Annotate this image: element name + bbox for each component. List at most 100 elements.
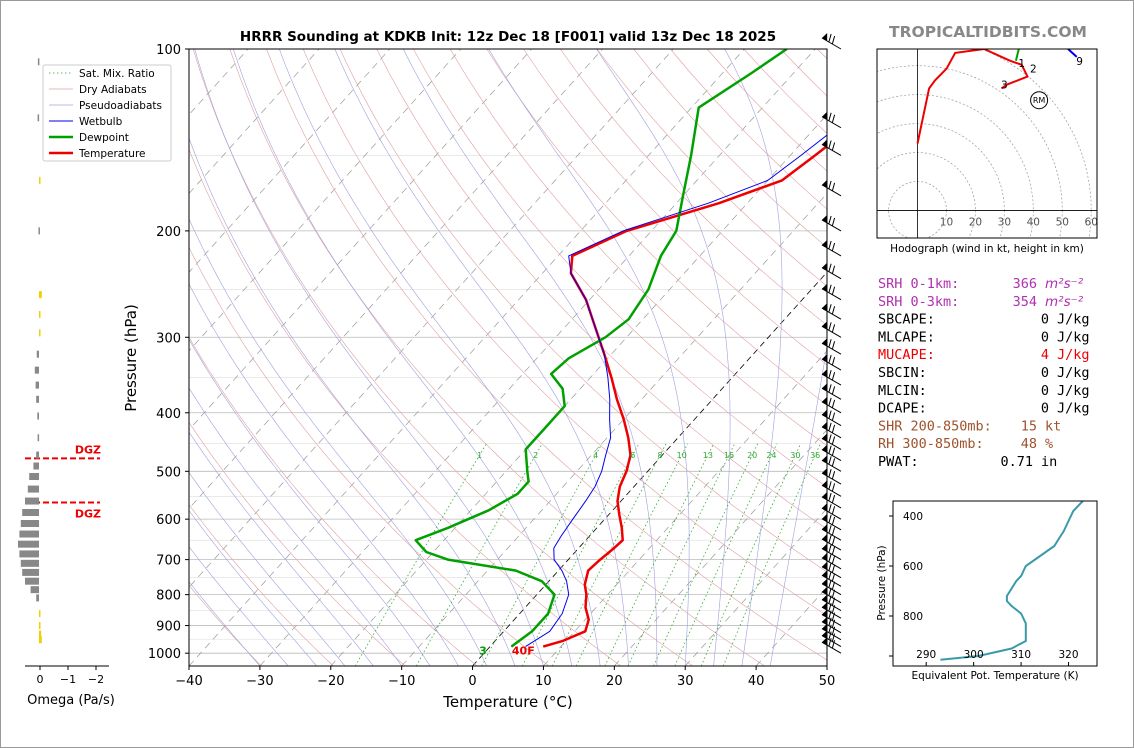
omega-bar xyxy=(27,485,39,493)
barb-feather xyxy=(831,640,836,649)
omega-bar xyxy=(39,310,41,318)
mixing-ratio-label: 6 xyxy=(630,451,635,460)
barb-feather xyxy=(828,492,832,502)
barb-staff xyxy=(821,459,842,472)
barb-feather xyxy=(831,527,836,536)
barb-feather xyxy=(828,112,832,121)
hodograph-height-label: 2 xyxy=(1030,64,1037,76)
theta-e-line xyxy=(940,501,1084,661)
omega-bar xyxy=(36,395,39,403)
skewt-frame xyxy=(188,48,828,667)
dry-adiabat xyxy=(189,246,550,666)
omega-bar xyxy=(37,434,40,442)
barb-staff xyxy=(821,635,842,647)
y-tick-label: 100 xyxy=(156,43,181,58)
barb-staff xyxy=(821,414,842,426)
barb-feather xyxy=(831,471,836,480)
barb-feather xyxy=(828,215,832,225)
stat-label: DCAPE: xyxy=(878,401,927,417)
omega-bar xyxy=(25,497,39,505)
barb-feather xyxy=(828,304,832,313)
omega-bar xyxy=(39,622,41,630)
mixing-ratio-line xyxy=(551,443,667,666)
barb-flag xyxy=(821,480,828,489)
hodograph-height-label: 1 xyxy=(1018,58,1025,70)
barb-feather xyxy=(828,33,832,43)
barb-feather xyxy=(828,384,832,393)
y-tick-label: 1000 xyxy=(148,647,181,662)
y-tick-label: 200 xyxy=(156,225,181,240)
omega-bar xyxy=(38,227,40,235)
x-tick-label: −30 xyxy=(246,674,273,689)
barb-staff xyxy=(821,484,842,497)
barb-feather xyxy=(831,555,836,564)
skewt-background-lines xyxy=(189,49,827,666)
barb-flag xyxy=(821,303,828,312)
brand-watermark: TROPICALTIDBITS.COM xyxy=(889,23,1087,41)
barb-flag xyxy=(821,630,828,639)
barb-feather xyxy=(828,571,832,580)
barb-feather xyxy=(828,624,832,633)
barb-feather xyxy=(828,603,832,612)
barb-feather xyxy=(828,504,832,513)
wind-barb xyxy=(821,444,842,462)
barb-flag xyxy=(821,409,828,418)
barb-flag xyxy=(821,214,828,223)
barb-staff xyxy=(821,267,842,280)
barb-feather xyxy=(828,410,832,419)
isotherm-10 xyxy=(543,350,827,666)
wind-barb xyxy=(821,602,842,619)
theta-y-tick-label: 400 xyxy=(903,511,923,523)
y-axis-label: Pressure (hPa) xyxy=(122,304,140,412)
wind-barb xyxy=(821,480,842,497)
mixing-ratio-line xyxy=(415,443,543,666)
omega-bar xyxy=(29,473,39,481)
theta-x-axis-label: Equivalent Pot. Temperature (K) xyxy=(911,670,1078,682)
barb-flag xyxy=(821,32,828,41)
pseudoadiabat xyxy=(189,510,317,666)
wind-barb xyxy=(821,609,842,626)
pseudoadiabat xyxy=(189,283,459,666)
stat-unit: J/kg xyxy=(1057,401,1090,417)
storm-motion-label: RM xyxy=(1033,96,1046,105)
stat-unit: % xyxy=(1045,436,1053,452)
barb-flag xyxy=(821,433,828,442)
barb-flag xyxy=(821,239,828,248)
dry-adiabat xyxy=(596,49,827,287)
barb-flag xyxy=(821,468,828,477)
barb-flag xyxy=(821,354,828,363)
x-axis-label: Temperature (°C) xyxy=(442,693,572,711)
barb-feather xyxy=(831,242,836,252)
hodograph-caption: Hodograph (wind in kt, height in km) xyxy=(890,243,1084,255)
stat-value: 0 xyxy=(1041,365,1049,381)
wind-barb xyxy=(821,383,842,400)
barb-flag xyxy=(821,383,828,392)
skewt-profiles xyxy=(414,49,827,648)
dry-adiabat xyxy=(189,336,478,666)
stat-value: 366 xyxy=(1013,276,1037,292)
barb-flag xyxy=(821,586,828,595)
pseudoadiabat xyxy=(189,338,431,666)
barb-flag xyxy=(821,503,828,512)
barb-flag xyxy=(821,444,828,453)
dry-adiabat xyxy=(523,49,827,366)
stat-value: 0.71 xyxy=(1000,454,1033,470)
hodograph-ring-label: 30 xyxy=(998,216,1011,228)
stat-value: 354 xyxy=(1013,294,1037,310)
stat-value: 0 xyxy=(1041,329,1049,345)
y-tick-label: 400 xyxy=(156,407,181,422)
barb-flag xyxy=(821,578,828,587)
barb-staff xyxy=(821,449,842,462)
hodograph-trace xyxy=(1042,1,1077,18)
isotherm--10 xyxy=(401,192,827,666)
hodograph-height-label: 9 xyxy=(1076,56,1083,68)
stat-unit: J/kg xyxy=(1057,312,1090,328)
wind-barb xyxy=(821,513,842,531)
omega-tick-label: −1 xyxy=(60,673,76,686)
barb-flag xyxy=(821,283,828,292)
pseudoadiabat xyxy=(724,49,783,666)
barb-staff xyxy=(821,387,842,400)
barb-feather xyxy=(831,581,836,590)
barb-staff xyxy=(821,496,842,509)
surface-value-label: 40F xyxy=(512,645,535,658)
